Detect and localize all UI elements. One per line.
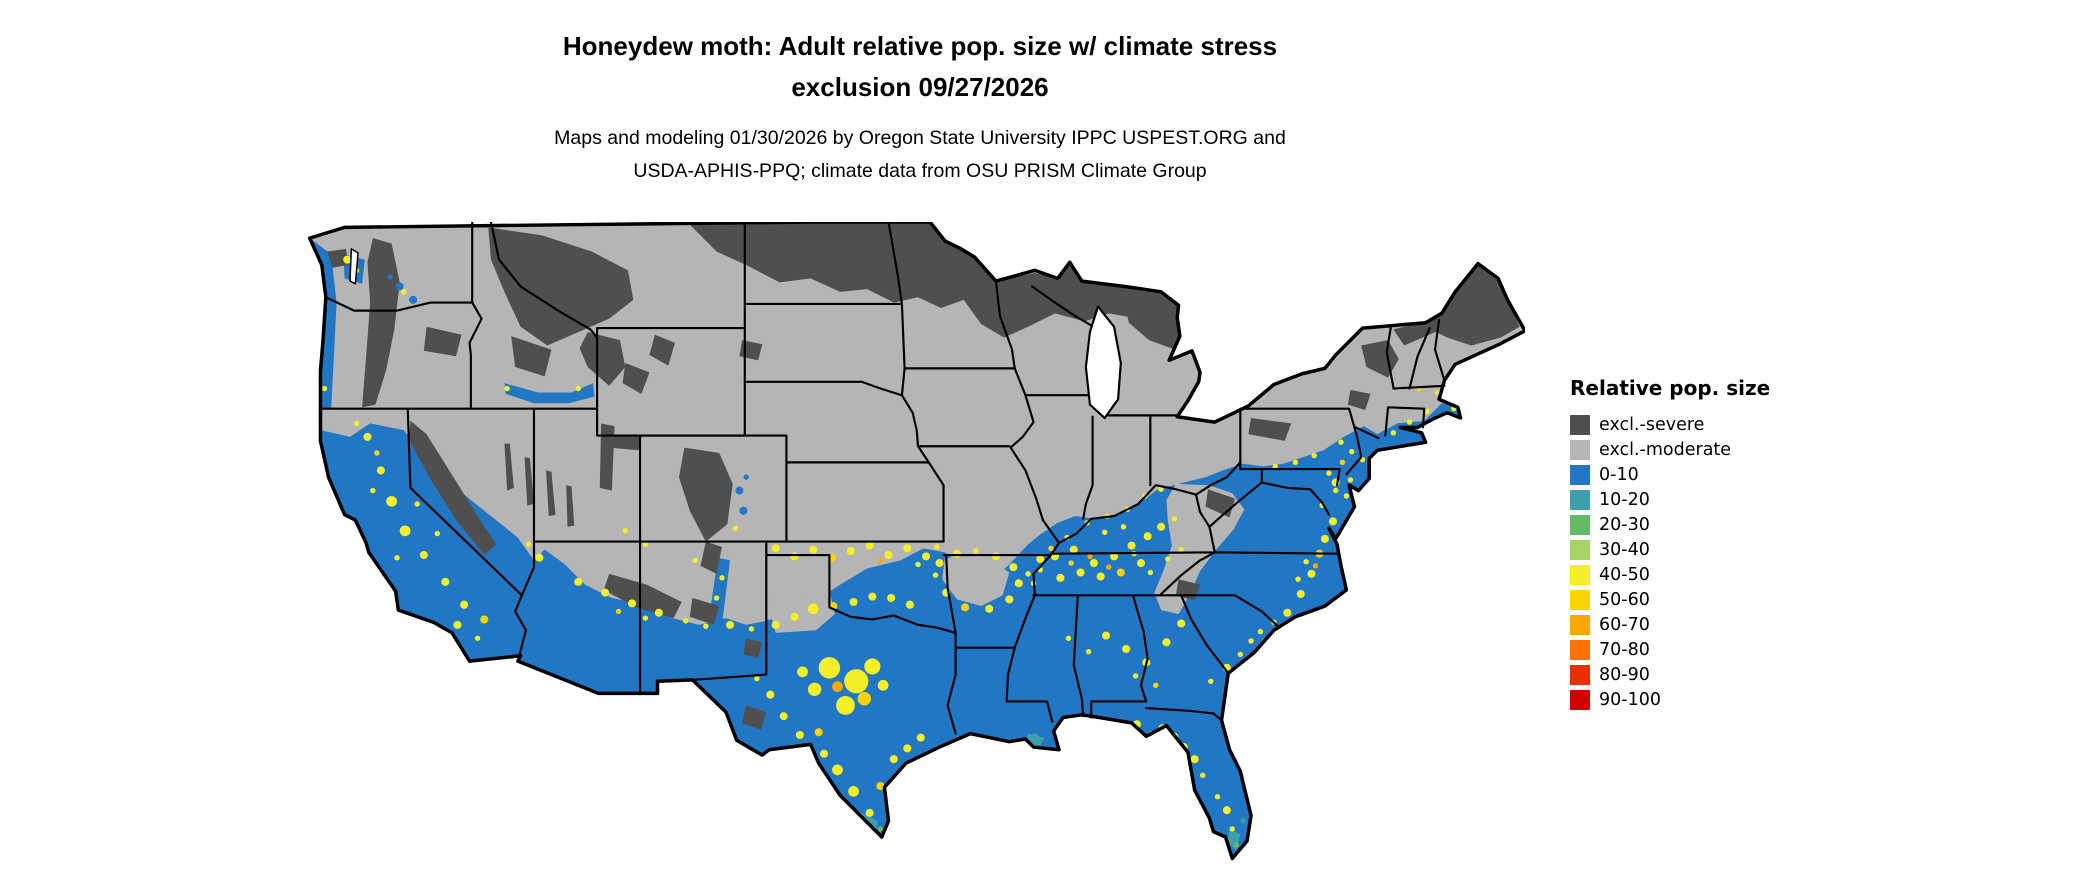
legend-label: 40-50: [1599, 564, 1650, 585]
legend-label: excl.-severe: [1599, 414, 1705, 435]
legend-swatch: [1570, 414, 1590, 435]
map-speckles-pop-transition: [317, 255, 1457, 856]
legend-swatch: [1570, 639, 1590, 660]
map-title-line1: Honeydew moth: Adult relative pop. size …: [562, 31, 1278, 61]
legend-label: 60-70: [1599, 614, 1650, 635]
legend-swatch: [1570, 564, 1590, 585]
lake-michigan: [1084, 305, 1122, 420]
legend-swatch: [1570, 464, 1590, 485]
legend-swatch: [1570, 489, 1590, 510]
legend-item: 20-30: [1570, 512, 1870, 537]
legend-label: 30-40: [1599, 539, 1650, 560]
legend-items: excl.-severe excl.-moderate 0-10 10-20 20-30…: [1570, 412, 1870, 712]
legend-label: 20-30: [1599, 514, 1650, 535]
legend-item: 0-10: [1570, 462, 1870, 487]
legend-swatch: [1570, 514, 1590, 535]
legend: Relative pop. size excl.-severe excl.-mod…: [1570, 376, 1870, 712]
map-title-line2: exclusion 09/27/2026: [791, 72, 1049, 102]
legend-item: 70-80: [1570, 637, 1870, 662]
legend-swatch: [1570, 664, 1590, 685]
map-region-exclusion-severe: [327, 222, 1520, 730]
legend-item: excl.-moderate: [1570, 437, 1870, 462]
map-subtitle-line2: USDA-APHIS-PPQ; climate data from OSU PR…: [633, 160, 1207, 182]
us-distribution-map: [303, 222, 1525, 880]
legend-swatch: [1570, 539, 1590, 560]
legend-item: excl.-severe: [1570, 412, 1870, 437]
legend-item: 40-50: [1570, 562, 1870, 587]
legend-label: 70-80: [1599, 639, 1650, 660]
legend-label: 50-60: [1599, 589, 1650, 610]
legend-label: 90-100: [1599, 689, 1661, 710]
legend-swatch: [1570, 689, 1590, 710]
map-subtitle-line1: Maps and modeling 01/30/2026 by Oregon S…: [554, 127, 1286, 149]
legend-swatch: [1570, 589, 1590, 610]
legend-item: 60-70: [1570, 612, 1870, 637]
legend-item: 90-100: [1570, 687, 1870, 712]
legend-label: 0-10: [1599, 464, 1639, 485]
legend-swatch: [1570, 614, 1590, 635]
legend-item: 30-40: [1570, 537, 1870, 562]
legend-item: 50-60: [1570, 587, 1870, 612]
legend-swatch: [1570, 439, 1590, 460]
legend-item: 10-20: [1570, 487, 1870, 512]
legend-title: Relative pop. size: [1570, 376, 1771, 400]
state-borders: [319, 222, 1446, 735]
legend-label: 80-90: [1599, 664, 1650, 685]
puget-sound: [349, 248, 359, 285]
legend-item: 80-90: [1570, 662, 1870, 687]
legend-label: excl.-moderate: [1599, 439, 1732, 460]
map-subtitle: Maps and modeling 01/30/2026 by Oregon S…: [0, 122, 1840, 188]
legend-label: 10-20: [1599, 489, 1650, 510]
map-title: Honeydew moth: Adult relative pop. size …: [0, 26, 1840, 108]
